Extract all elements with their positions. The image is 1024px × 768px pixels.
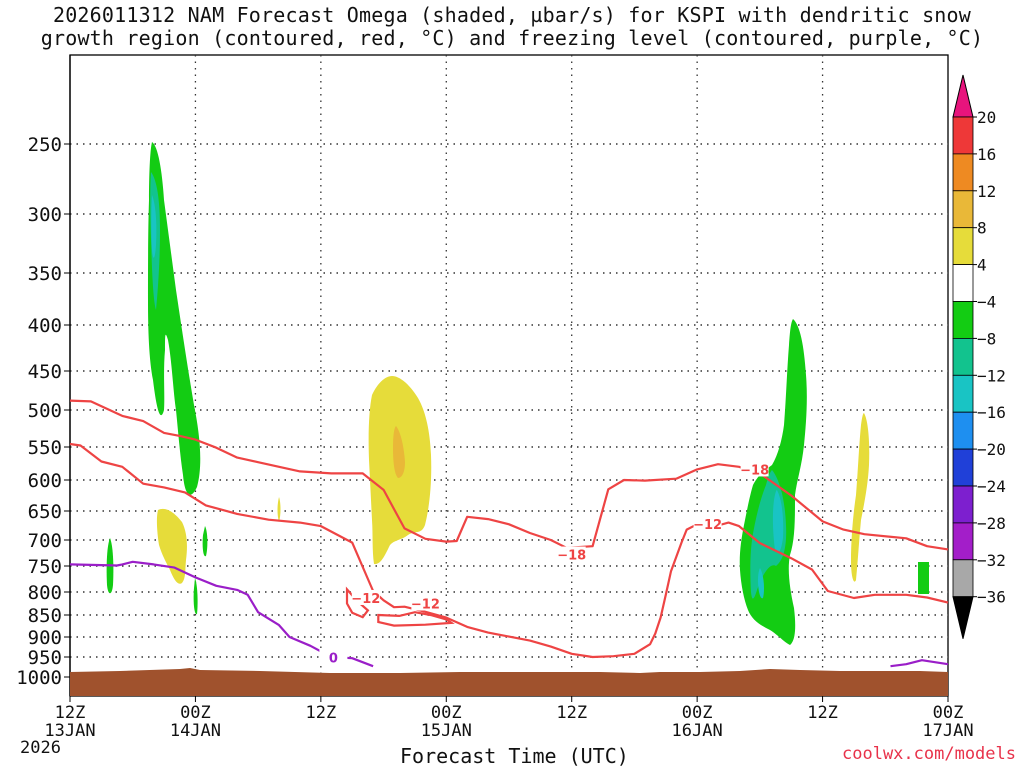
y-tick-label: 750: [28, 556, 62, 578]
colorbar-label: 4: [977, 256, 987, 275]
colorbar-label: −16: [977, 403, 1006, 422]
y-tick-label: 800: [28, 582, 62, 604]
y-tick-label: 900: [28, 627, 62, 649]
colorbar-segment: [952, 374, 974, 413]
colorbar-segment: [952, 485, 974, 524]
colorbar-label: −28: [977, 514, 1006, 533]
grid-layer: 2503003504004505005506006507007508008509…: [16, 55, 974, 741]
y-tick-label: 450: [28, 361, 62, 383]
omega-region-yellow-sliver: [277, 497, 281, 522]
contour-label: 0: [329, 651, 338, 666]
y-tick-label: 850: [28, 605, 62, 627]
colorbar-label: −36: [977, 588, 1006, 607]
y-tick-label: 350: [28, 263, 62, 285]
colorbar-label: −8: [977, 329, 996, 348]
contour-label-bg: [351, 589, 380, 605]
omega-region-orange-central: [393, 426, 405, 478]
contour-label: −12: [411, 598, 440, 613]
y-tick-label: 250: [28, 134, 62, 156]
colorbar-segment: [952, 190, 974, 229]
x-tick-label: 12Z: [807, 703, 838, 723]
colorbar-top-triangle: [952, 74, 974, 118]
colorbar-label: 12: [977, 182, 996, 201]
x-tick-label: 12Z: [556, 703, 587, 723]
colorbar-label: −32: [977, 551, 1006, 570]
terrain-ground: [70, 668, 948, 696]
y-tick-label: 600: [28, 470, 62, 492]
colorbar-label: −24: [977, 477, 1006, 496]
omega-region-cyan-east-lower: [758, 568, 764, 599]
colorbar-segment: [952, 264, 974, 302]
omega-region-green-small-2: [202, 526, 208, 557]
omega-region-green-small-east: [918, 562, 929, 594]
colorbar-label: −4: [977, 293, 996, 312]
colorbar-label: 20: [977, 108, 996, 127]
contour-line: [69, 560, 374, 668]
title-line-1: 2026011312 NAM Forecast Omega (shaded, µ…: [52, 3, 972, 27]
contour-label: −18: [557, 549, 586, 564]
omega-region-yellow-east: [851, 413, 870, 582]
colorbar-segment: [952, 411, 974, 450]
x-axis-label: Forecast Time (UTC): [400, 744, 629, 768]
x-tick-label: 12Z: [305, 703, 336, 723]
y-tick-label: 550: [28, 437, 62, 459]
contour-loop: [377, 611, 455, 627]
x-tick-date-label: 16JAN: [672, 721, 723, 741]
contour-label: −12: [693, 518, 722, 533]
y-tick-label: 300: [28, 204, 62, 226]
x-tick-label: 00Z: [431, 703, 462, 723]
contour-line: [69, 399, 949, 551]
contour-line: [890, 659, 949, 668]
colorbar-segment: [952, 559, 974, 598]
colorbar-segment: [952, 448, 974, 487]
y-tick-label: 950: [28, 647, 62, 669]
colorbar-label: −12: [977, 366, 1006, 385]
x-tick-label: 00Z: [682, 703, 713, 723]
omega-region-yellow-west: [156, 508, 187, 584]
y-tick-label: 650: [28, 501, 62, 523]
plot-frame: [69, 54, 949, 697]
omega-region-cyan-east: [772, 490, 784, 553]
y-tick-label: 700: [28, 530, 62, 552]
colorbar-bottom-triangle: [952, 596, 974, 639]
colorbar-segment: [952, 116, 974, 155]
contour-label-bg: [740, 461, 769, 477]
colorbar-label: 8: [977, 219, 987, 238]
watermark: coolwx.com/models: [842, 744, 1016, 764]
colorbar-segment: [952, 337, 974, 376]
year-label: 2026: [20, 738, 61, 758]
contour-label-bg: [693, 515, 722, 531]
colorbar-segment: [952, 227, 974, 265]
omega-region-green-small-3: [193, 578, 198, 615]
contour-line: [69, 442, 949, 659]
omega-region-teal-west-inner: [151, 195, 157, 258]
x-tick-date-label: 13JAN: [44, 721, 95, 741]
colorbar-segment: [952, 153, 974, 192]
colorbar-label: 16: [977, 145, 996, 164]
contour-layer: −12 −12 −18 −12 −18 0: [69, 399, 949, 668]
contour-label-bg: [319, 649, 348, 665]
title-line-2: growth region (contoured, red, °C) and f…: [40, 26, 984, 50]
x-tick-label: 00Z: [933, 703, 964, 723]
omega-shading: [106, 142, 929, 645]
x-tick-label: 00Z: [180, 703, 211, 723]
x-tick-date-label: 14JAN: [170, 721, 221, 741]
contour-label: −12: [351, 592, 380, 607]
y-tick-label: 400: [28, 315, 62, 337]
y-tick-label: 1000: [16, 667, 62, 689]
colorbar-segment: [952, 301, 974, 339]
contour-label: −18: [740, 463, 769, 478]
x-tick-date-label: 17JAN: [922, 721, 973, 741]
omega-region-green-west: [148, 142, 201, 495]
x-tick-date-label: 15JAN: [421, 721, 472, 741]
contour-label-bg: [557, 546, 586, 562]
contour-label-bg: [411, 595, 440, 611]
colorbar-segment: [952, 522, 974, 561]
chart-title: 2026011312 NAM Forecast Omega (shaded, µ…: [0, 4, 1024, 50]
x-tick-label: 12Z: [55, 703, 86, 723]
colorbar: 20 16 12 8 4 −4 −8 −12 −16 −20 −24 −28 −32 −36: [952, 74, 1006, 639]
y-tick-label: 500: [28, 400, 62, 422]
colorbar-label: −20: [977, 440, 1006, 459]
